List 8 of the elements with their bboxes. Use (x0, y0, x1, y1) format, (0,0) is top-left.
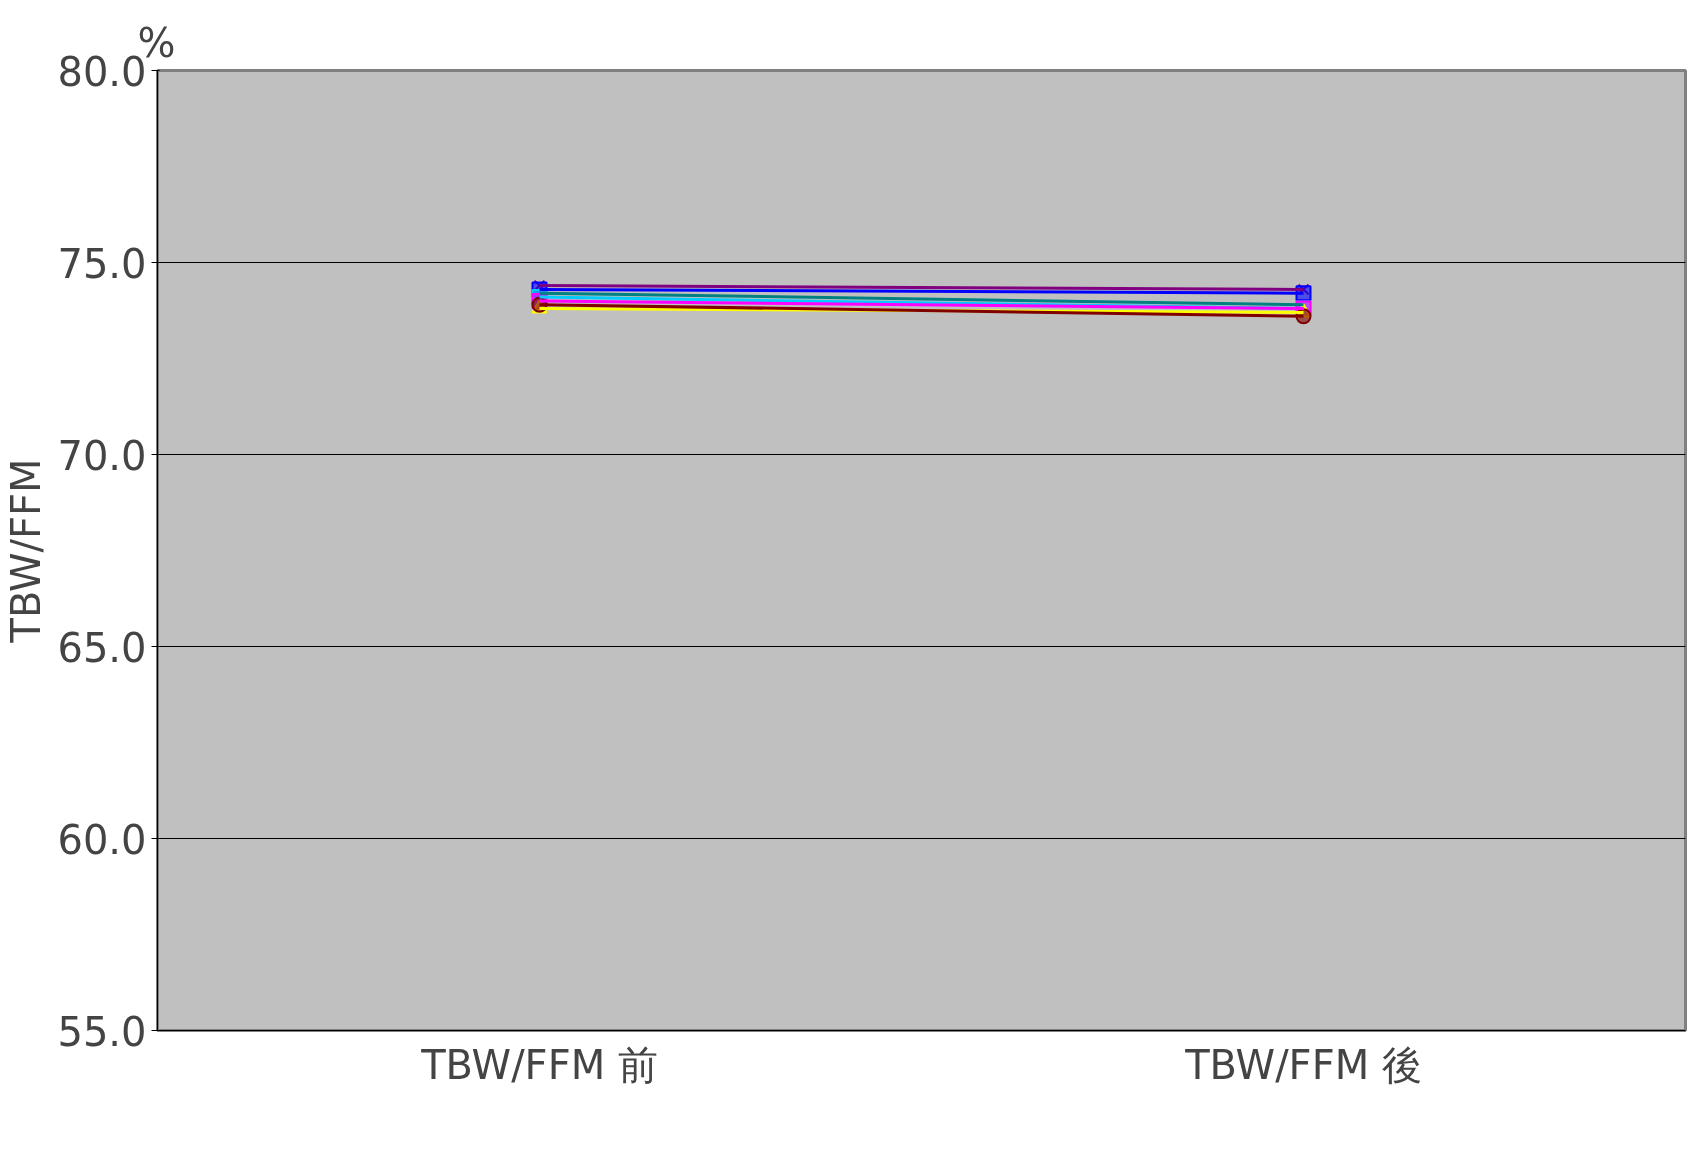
y-tick-label: 70.0 (57, 432, 147, 479)
y-tick-label: 55.0 (57, 1008, 147, 1055)
x-tick-label: TBW/FFM 後 (1184, 1041, 1422, 1088)
x-tick-label: TBW/FFM 前 (420, 1041, 658, 1088)
y-axis-title: TBW/FFM (3, 458, 50, 644)
y-tick-label: 75.0 (57, 240, 147, 287)
y-tick-label: 60.0 (57, 816, 147, 863)
y-tick-label: 65.0 (57, 624, 147, 671)
